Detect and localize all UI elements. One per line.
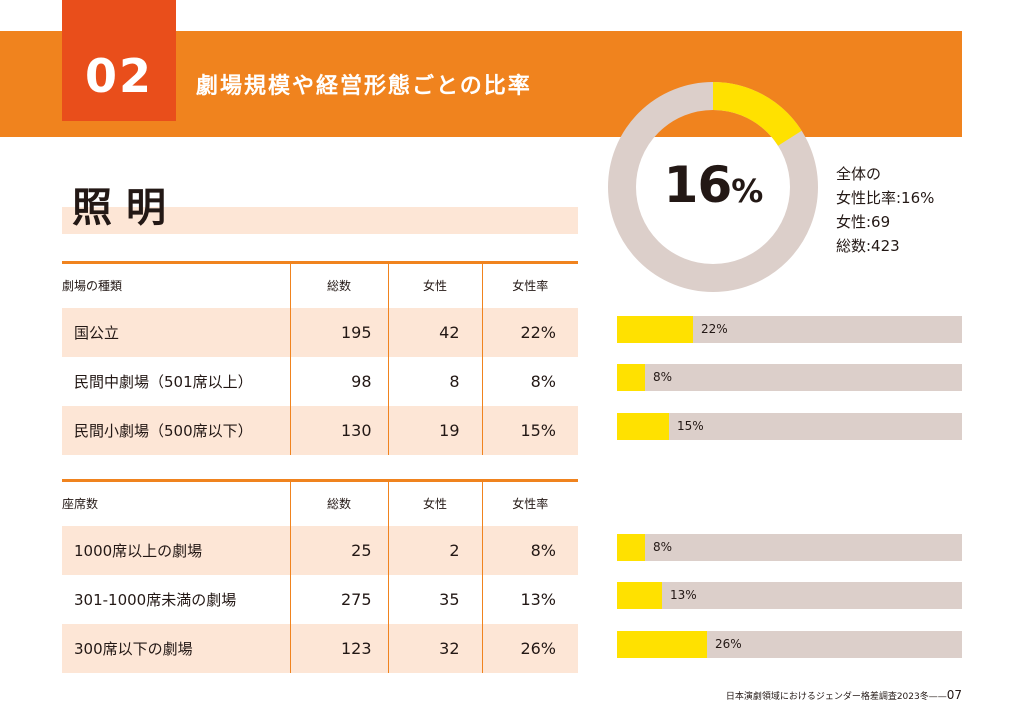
ratio-bar: 13% xyxy=(617,582,962,609)
table-header-row: 劇場の種類 総数 女性 女性率 xyxy=(62,261,578,308)
row-name: 301-1000席未満の劇場 xyxy=(74,590,237,609)
row-rate: 8% xyxy=(481,356,578,406)
row-name: 民間小劇場（500席以下） xyxy=(74,421,253,440)
table-row: 民間小劇場（500席以下） 130 19 15% xyxy=(62,405,578,455)
ratio-bar-fill xyxy=(617,413,669,440)
theater-type-table: 劇場の種類 総数 女性 女性率 国公立 195 42 22% 民間中劇場（501… xyxy=(62,261,578,455)
row-total: 98 xyxy=(289,356,388,406)
donut-percent-value: 16 xyxy=(663,156,733,214)
row-female: 32 xyxy=(387,623,482,673)
summary-line: 女性:69 xyxy=(836,213,891,231)
donut-percent-sign: % xyxy=(731,172,763,210)
row-total: 130 xyxy=(289,405,388,455)
table-row: 民間中劇場（501席以上） 98 8 8% xyxy=(62,356,578,406)
summary-line: 女性比率:16% xyxy=(836,189,935,207)
row-rate: 15% xyxy=(481,405,578,455)
row-total: 275 xyxy=(289,574,388,624)
column-header: 女性率 xyxy=(481,261,578,308)
table-header-row: 座席数 総数 女性 女性率 xyxy=(62,479,578,526)
ratio-bar: 8% xyxy=(617,534,962,561)
overall-summary: 全体の 女性比率:16% 女性:69 総数:423 xyxy=(836,162,934,258)
row-name: 国公立 xyxy=(74,323,120,342)
summary-line: 総数:423 xyxy=(836,237,900,255)
ratio-bar-fill xyxy=(617,364,645,391)
ratio-bar: 26% xyxy=(617,631,962,658)
table-row: 300席以下の劇場 123 32 26% xyxy=(62,623,578,673)
row-female: 2 xyxy=(387,525,482,575)
row-name: 1000席以上の劇場 xyxy=(74,541,203,560)
row-female: 35 xyxy=(387,574,482,624)
table-row: 301-1000席未満の劇場 275 35 13% xyxy=(62,574,578,624)
row-name: 300席以下の劇場 xyxy=(74,639,193,658)
row-total: 123 xyxy=(289,623,388,673)
row-name: 民間中劇場（501席以上） xyxy=(74,372,253,391)
table-row: 国公立 195 42 22% xyxy=(62,307,578,357)
column-header: 女性率 xyxy=(481,479,578,526)
column-header: 女性 xyxy=(387,261,482,308)
footer: 日本演劇領域におけるジェンダー格差調査2023冬——07 xyxy=(726,688,962,702)
ratio-bar-label: 8% xyxy=(653,370,673,384)
column-header: 総数 xyxy=(289,261,388,308)
table-row: 1000席以上の劇場 25 2 8% xyxy=(62,525,578,575)
ratio-bar-fill xyxy=(617,631,707,658)
ratio-bar-fill xyxy=(617,316,693,343)
row-female: 8 xyxy=(387,356,482,406)
row-female: 19 xyxy=(387,405,482,455)
ratio-bar-fill xyxy=(617,534,645,561)
row-rate: 13% xyxy=(481,574,578,624)
category-title: 照明 xyxy=(72,185,180,231)
section-number: 02 xyxy=(84,49,153,103)
ratio-bar-label: 26% xyxy=(715,637,742,651)
row-rate: 26% xyxy=(481,623,578,673)
row-total: 195 xyxy=(289,307,388,357)
ratio-bar: 22% xyxy=(617,316,962,343)
seat-count-table: 座席数 総数 女性 女性率 1000席以上の劇場 25 2 8% 301-100… xyxy=(62,479,578,673)
ratio-bar-label: 22% xyxy=(701,322,728,336)
column-header: 女性 xyxy=(387,479,482,526)
row-female: 42 xyxy=(387,307,482,357)
ratio-bar-label: 15% xyxy=(677,419,704,433)
footer-text: 日本演劇領域におけるジェンダー格差調査2023冬—— xyxy=(725,692,947,702)
overall-donut-chart xyxy=(608,82,818,292)
row-rate: 22% xyxy=(481,307,578,357)
donut-fill xyxy=(608,82,818,292)
summary-line: 全体の xyxy=(836,165,882,183)
donut-percent-label: 16% xyxy=(608,156,818,214)
row-total: 25 xyxy=(289,525,388,575)
ratio-bar-fill xyxy=(617,582,662,609)
section-title: 劇場規模や経営形態ごとの比率 xyxy=(196,74,532,99)
ratio-bar: 15% xyxy=(617,413,962,440)
column-header: 座席数 xyxy=(62,479,290,526)
ratio-bar-label: 8% xyxy=(653,540,673,554)
ratio-bar: 8% xyxy=(617,364,962,391)
section-number-box: 02 xyxy=(62,0,176,121)
ratio-bar-label: 13% xyxy=(670,588,697,602)
row-rate: 8% xyxy=(481,525,578,575)
page-number: 07 xyxy=(946,688,962,702)
category-highlight-bar xyxy=(62,207,578,234)
column-header: 劇場の種類 xyxy=(62,261,290,308)
column-header: 総数 xyxy=(289,479,388,526)
